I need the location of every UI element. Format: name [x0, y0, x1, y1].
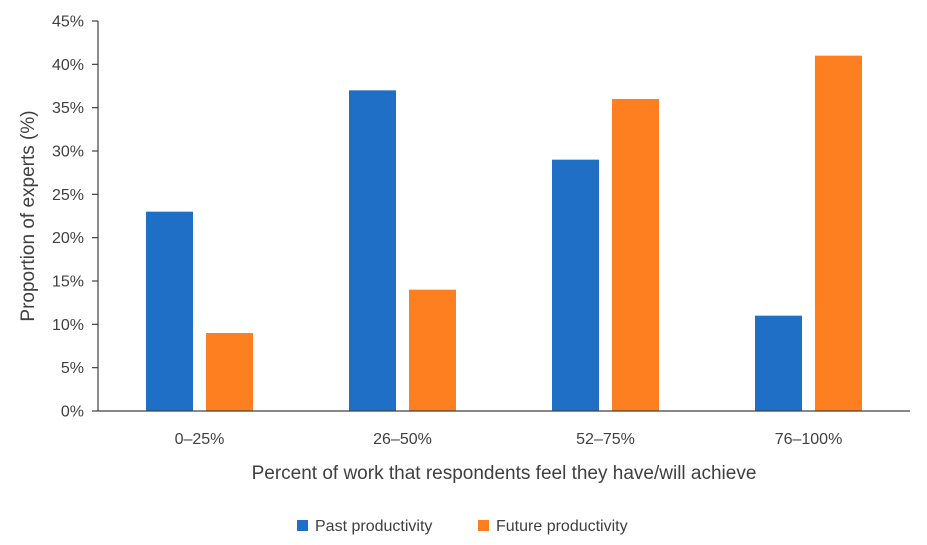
bars — [146, 55, 862, 412]
x-tick-label: 76–100% — [775, 431, 843, 448]
bar-past-1 — [146, 211, 193, 411]
y-tick-label: 15% — [52, 274, 84, 291]
x-tick-label: 0–25% — [175, 431, 225, 448]
bar-future-3 — [612, 99, 659, 411]
legend-label-future: Future productivity — [496, 518, 628, 535]
y-axis-ticks: 0% 5% 10% 15% 20% 25% 30% 35% 40% 45% — [52, 14, 98, 421]
bar-future-4 — [815, 55, 862, 412]
y-tick-label: 40% — [52, 57, 84, 74]
y-tick-label: 10% — [52, 317, 84, 334]
y-tick-label: 45% — [52, 14, 84, 31]
legend-swatch-future — [478, 520, 489, 531]
bar-past-4 — [755, 315, 802, 411]
y-tick-label: 0% — [61, 404, 84, 421]
bar-future-2 — [409, 289, 456, 411]
y-tick-label: 5% — [61, 360, 84, 377]
bar-past-3 — [552, 159, 599, 411]
legend-swatch-past — [297, 520, 308, 531]
legend-label-past: Past productivity — [315, 518, 432, 535]
y-tick-label: 35% — [52, 100, 84, 117]
y-tick-label: 20% — [52, 230, 84, 247]
bar-past-2 — [349, 90, 396, 411]
legend: Past productivity Future productivity — [297, 518, 628, 535]
y-axis-title: Proportion of experts (%) — [18, 110, 39, 321]
x-tick-label: 52–75% — [576, 431, 635, 448]
x-axis-title: Percent of work that respondents feel th… — [252, 463, 757, 484]
y-tick-label: 25% — [52, 187, 84, 204]
x-axis-ticks: 0–25% 26–50% 52–75% 76–100% — [175, 431, 843, 448]
x-tick-label: 26–50% — [373, 431, 432, 448]
y-tick-label: 30% — [52, 144, 84, 161]
bar-future-1 — [206, 333, 253, 411]
